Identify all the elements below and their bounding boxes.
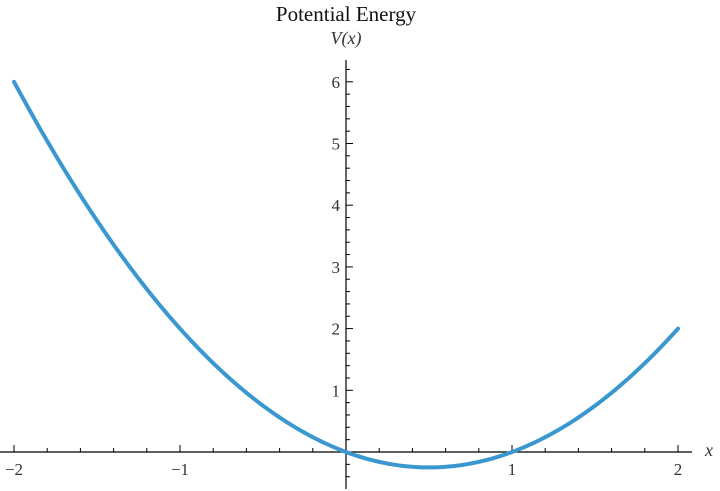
x-axis-label: x	[705, 440, 713, 460]
x-tick-label: 2	[674, 460, 683, 479]
y-tick-label: 4	[332, 196, 341, 215]
potential-curve	[12, 79, 680, 470]
x-tick-label: −1	[171, 460, 189, 479]
x-tick-label: −2	[5, 460, 23, 479]
y-axis-label: V(x)	[330, 28, 362, 48]
chart-title: Potential Energy	[275, 2, 417, 26]
x-tick-label: 1	[508, 460, 517, 479]
y-tick-label: 2	[332, 320, 341, 339]
y-tick-label: 5	[332, 135, 341, 154]
axes	[0, 60, 692, 489]
y-tick-label: 6	[332, 73, 341, 92]
tick-labels: −2 −1 1 2 1 2 3 4 5 6	[5, 73, 682, 479]
y-tick-label: 1	[332, 381, 341, 400]
y-tick-label: 3	[332, 258, 341, 277]
